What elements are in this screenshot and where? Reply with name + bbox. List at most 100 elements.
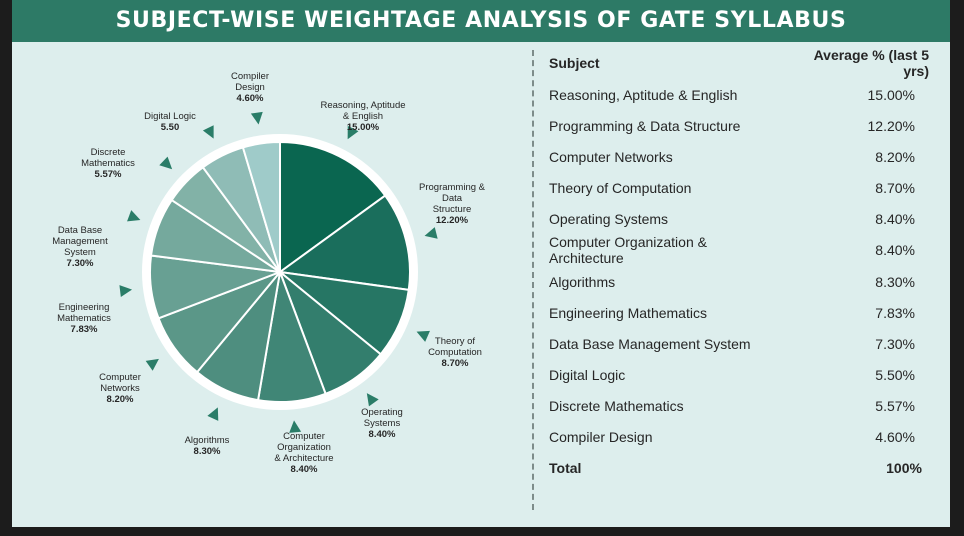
pie-slice <box>279 141 387 273</box>
table-row: Engineering Mathematics 7.83% <box>549 297 929 328</box>
weightage-table: Subject Average % (last 5 yrs) Reasoning… <box>549 47 929 483</box>
subject-cell: Computer Networks <box>549 148 673 165</box>
slice-pointer-arrow <box>127 210 141 222</box>
table-row: Digital Logic 5.50% <box>549 359 929 390</box>
table-row: Algorithms 8.30% <box>549 266 929 297</box>
header-subject: Subject <box>549 55 600 71</box>
slice-label-line: Organization <box>277 442 331 453</box>
slice-label-line: Theory of <box>435 336 475 347</box>
subject-cell: Theory of Computation <box>549 179 692 196</box>
slice-pointer-arrow <box>424 227 438 239</box>
slice-value-label: 12.20% <box>436 215 469 226</box>
content-panel: Reasoning, Aptitude & English 15.00% Progra… <box>12 42 950 527</box>
value-cell: 4.60% <box>875 428 915 445</box>
slice-value-label: 7.83% <box>71 324 98 335</box>
slice-pointer-arrow <box>119 285 133 297</box>
value-cell: 5.50% <box>875 366 915 383</box>
subject-cell: Compiler Design <box>549 428 653 445</box>
subject-cell: Algorithms <box>549 273 616 290</box>
slice-pointer-arrow <box>250 111 263 125</box>
slice-value-label: 8.20% <box>107 394 134 405</box>
subject-cell: Operating Systems <box>549 210 669 227</box>
subject-cell: Reasoning, Aptitude & English <box>549 86 738 103</box>
page-title: SUBJECT-WISE WEIGHTAGE ANALYSIS OF GATE … <box>12 0 950 42</box>
subject-cell: Computer Organization & Architecture <box>549 234 707 266</box>
value-cell: 7.30% <box>875 335 915 352</box>
slice-value-label: 7.30% <box>67 258 94 269</box>
value-cell: 8.40% <box>875 210 915 227</box>
slice-label-line: Systems <box>364 418 401 429</box>
pie-slice <box>241 141 281 273</box>
table-row: Operating Systems 8.40% <box>549 203 929 234</box>
slice-label-line: & English <box>343 111 383 122</box>
table-header-row: Subject Average % (last 5 yrs) <box>549 47 929 79</box>
subject-cell: Data Base Management System <box>549 335 751 352</box>
value-cell: 8.20% <box>875 148 915 165</box>
table-row: Data Base Management System 7.30% <box>549 328 929 359</box>
slice-label-line: Data <box>442 193 463 204</box>
table-row: Compiler Design 4.60% <box>549 421 929 452</box>
value-cell: 12.20% <box>867 117 915 134</box>
slice-value-label: 4.60% <box>237 93 264 104</box>
slice-label-line: Structure <box>433 204 472 215</box>
slice-label-line: Management <box>52 236 108 247</box>
value-cell: 5.57% <box>875 397 915 414</box>
table-row: Programming & Data Structure 12.20% <box>549 110 929 141</box>
subject-cell: Discrete Mathematics <box>549 397 684 414</box>
subject-cell: Engineering Mathematics <box>549 304 707 321</box>
slice-pointer-arrow <box>207 407 219 421</box>
slice-label-line: Discrete <box>91 147 126 158</box>
slice-pointer-arrow <box>416 330 430 342</box>
slice-label-line: Compiler <box>231 71 269 82</box>
table-body: Reasoning, Aptitude & English 15.00% Progr… <box>549 79 929 452</box>
table-row: Theory of Computation 8.70% <box>549 172 929 203</box>
slice-label-line: Computer <box>99 372 141 383</box>
value-cell: 8.40% <box>875 242 915 258</box>
slice-label-line: Engineering <box>59 302 110 313</box>
value-cell: 7.83% <box>875 304 915 321</box>
slice-label-line: & Architecture <box>274 453 333 464</box>
slice-value-label: 5.57% <box>95 169 122 180</box>
slice-label-line: Mathematics <box>57 313 111 324</box>
slice-pointer-arrow <box>366 393 379 407</box>
pie-slice <box>279 194 411 291</box>
slice-label-line: Algorithms <box>185 435 230 446</box>
slice-value-label: 8.30% <box>194 446 221 457</box>
subject-cell: Programming & Data Structure <box>549 117 741 134</box>
slice-pointer-arrow <box>145 358 159 371</box>
total-row: Total 100% <box>549 452 929 483</box>
slice-value-label: 5.50 <box>161 122 180 133</box>
slice-label-line: Networks <box>100 383 140 394</box>
header-average: Average % (last 5 yrs) <box>813 47 929 79</box>
total-value: 100% <box>886 459 922 476</box>
slice-label-line: Operating <box>361 407 403 418</box>
subject-cell: Digital Logic <box>549 366 626 383</box>
slice-label-line: Data Base <box>58 225 102 236</box>
slice-label-line: Computer <box>283 431 325 442</box>
slice-value-label: 8.40% <box>369 429 396 440</box>
value-cell: 15.00% <box>867 86 915 103</box>
table-row: Computer Organization & Architecture 8.40… <box>549 234 929 266</box>
slice-label-line: Programming & <box>419 182 486 193</box>
slice-label-line: Computation <box>428 347 482 358</box>
slice-label-line: Digital Logic <box>144 111 196 122</box>
slice-value-label: 8.70% <box>442 358 469 369</box>
slice-value-label: 8.40% <box>291 464 318 475</box>
slice-pointer-arrow <box>289 420 302 433</box>
slice-pointer-arrow <box>159 156 173 170</box>
slice-label-line: Mathematics <box>81 158 135 169</box>
slice-pointer-arrow <box>202 125 214 139</box>
